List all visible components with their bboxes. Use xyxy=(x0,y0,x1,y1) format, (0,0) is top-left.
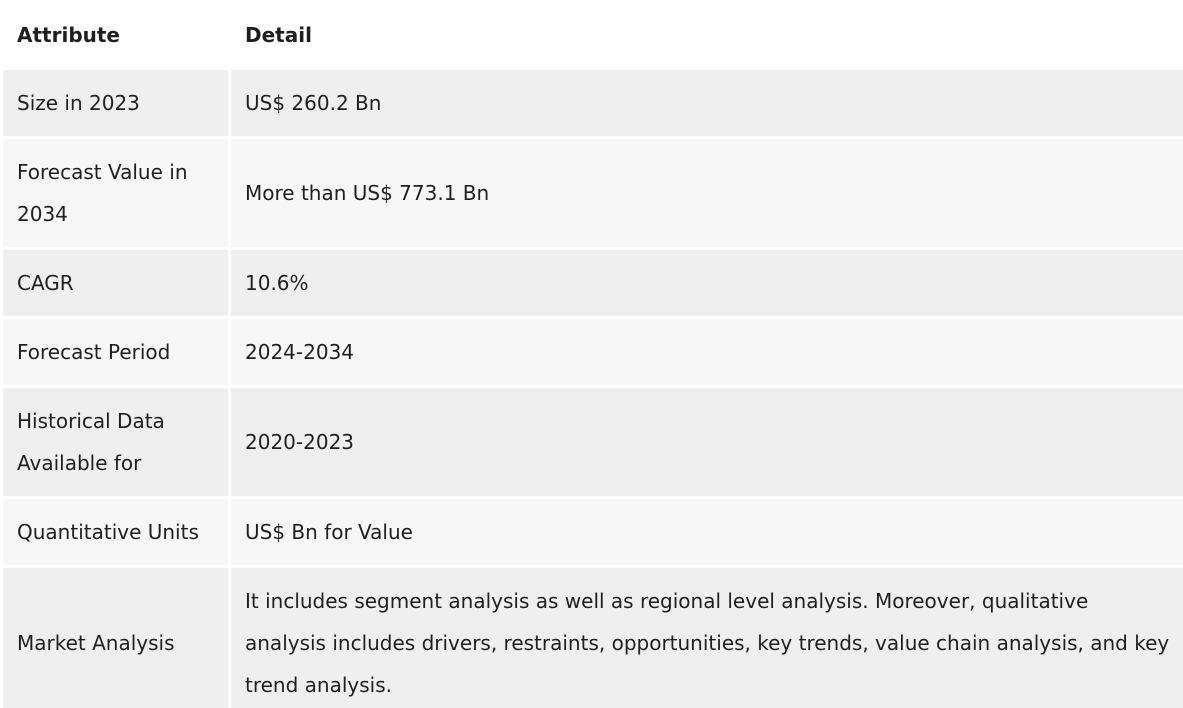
table-row: Forecast Period 2024-2034 xyxy=(3,319,1183,388)
attribute-cell: Historical Data Available for xyxy=(3,388,231,499)
table-row: Historical Data Available for 2020-2023 xyxy=(3,388,1183,499)
detail-cell: It includes segment analysis as well as … xyxy=(231,568,1183,708)
table-row: Quantitative Units US$ Bn for Value xyxy=(3,499,1183,568)
attribute-cell: Forecast Period xyxy=(3,319,231,388)
header-detail: Detail xyxy=(231,0,1183,70)
attribute-cell: Market Analysis xyxy=(3,568,231,708)
attribute-cell: Quantitative Units xyxy=(3,499,231,568)
detail-cell: 10.6% xyxy=(231,250,1183,319)
header-attribute: Attribute xyxy=(3,0,231,70)
attribute-cell: CAGR xyxy=(3,250,231,319)
detail-cell: More than US$ 773.1 Bn xyxy=(231,139,1183,250)
detail-cell: 2024-2034 xyxy=(231,319,1183,388)
attribute-cell: Size in 2023 xyxy=(3,70,231,139)
table-row: Size in 2023 US$ 260.2 Bn xyxy=(3,70,1183,139)
detail-cell: US$ Bn for Value xyxy=(231,499,1183,568)
attribute-cell: Forecast Value in 2034 xyxy=(3,139,231,250)
table-row: Market Analysis It includes segment anal… xyxy=(3,568,1183,708)
detail-cell: US$ 260.2 Bn xyxy=(231,70,1183,139)
table-row: Forecast Value in 2034 More than US$ 773… xyxy=(3,139,1183,250)
table-row: CAGR 10.6% xyxy=(3,250,1183,319)
table-body: Size in 2023 US$ 260.2 Bn Forecast Value… xyxy=(3,70,1183,708)
table-header: Attribute Detail xyxy=(3,0,1183,70)
market-attributes-table: Attribute Detail Size in 2023 US$ 260.2 … xyxy=(3,0,1183,708)
detail-cell: 2020-2023 xyxy=(231,388,1183,499)
header-row: Attribute Detail xyxy=(3,0,1183,70)
